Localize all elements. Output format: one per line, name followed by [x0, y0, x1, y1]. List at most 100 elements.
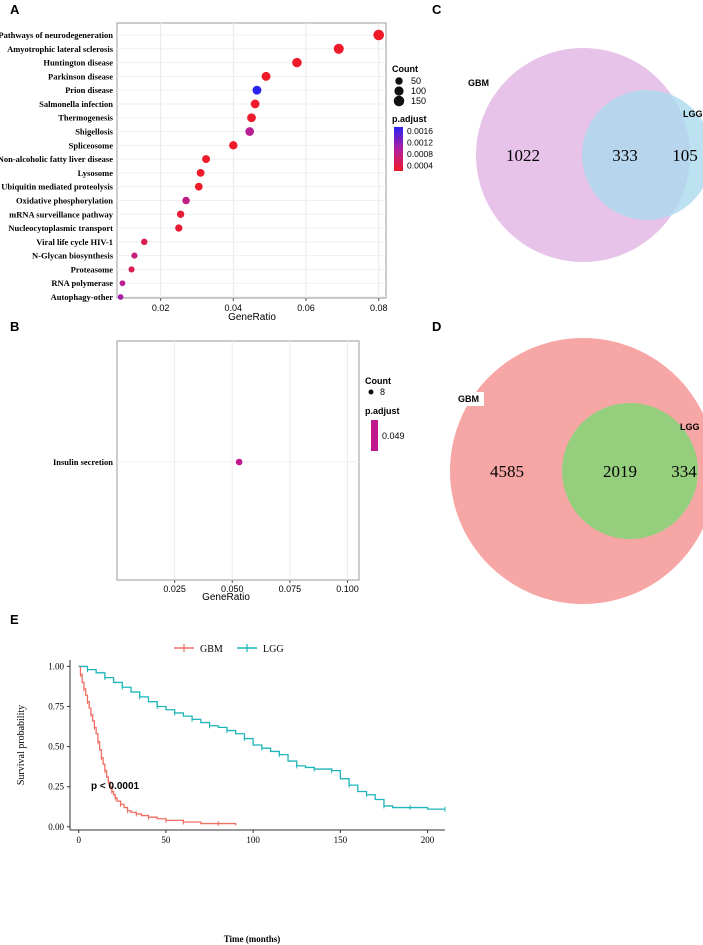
panel-a-category-label: Amyotrophic lateral sclerosis — [7, 44, 114, 54]
panel-a-grid — [117, 23, 386, 298]
panel-e-y-tick-label: 1.00 — [48, 661, 64, 671]
panel-a-point — [141, 238, 148, 246]
panel-e-y-tick-label: 0.50 — [48, 742, 64, 752]
panel-b-category-labels: Insulin secretion — [53, 457, 113, 467]
panel-a-point — [229, 141, 238, 150]
venn-d-lgg-circle — [562, 403, 698, 539]
panel-a-category-label: Nucleocytoplasmic transport — [8, 223, 113, 233]
panel-b-grid — [117, 341, 359, 580]
panel-b-x-tick-label: 0.100 — [336, 584, 359, 594]
venn-d-overlap: 2019 — [603, 462, 637, 481]
panel-b-category-label: Insulin secretion — [53, 457, 113, 467]
panel-a-category-label: Proteasome — [71, 264, 114, 274]
panel-label-a: A — [10, 2, 20, 17]
panel-a-count-legend-label: 150 — [411, 96, 426, 106]
venn-c-gbm-label: GBM — [468, 78, 489, 88]
panel-a-legend-padj-title: p.adjust — [392, 114, 427, 124]
panel-b-point — [235, 458, 243, 466]
survival-curve-gbm — [78, 665, 237, 826]
panel-b-x-tick-label: 0.025 — [163, 584, 186, 594]
panel-a-count-legend-label: 100 — [411, 86, 426, 96]
panel-a-category-label: Autophagy-other — [51, 292, 114, 302]
venn-c-overlap: 333 — [612, 146, 638, 165]
panel-a-point — [373, 29, 385, 41]
panel-a-x-tick-label: 0.08 — [370, 303, 388, 313]
panel-a-point — [250, 99, 260, 109]
panel-a-category-label: N-Glycan biosynthesis — [32, 251, 114, 261]
panel-a-category-label: Huntington disease — [43, 58, 113, 68]
panel-a-x-tick-label: 0.04 — [225, 303, 243, 313]
panel-a-category-label: Shigellosis — [75, 127, 113, 137]
panel-e-y-tick-label: 0.75 — [48, 702, 64, 712]
panel-a-category-labels: Pathways of neurodegeneration Amyotrophic… — [0, 30, 114, 302]
panel-b-legend-padj-title: p.adjust — [365, 406, 400, 416]
panel-a-point — [117, 294, 124, 300]
panel-a-point — [131, 252, 138, 259]
panel-label-c: C — [432, 2, 442, 17]
panel-e-y-axis-title: Survival probability — [16, 705, 27, 785]
panel-e-ticks: 0 50 100 150 200 0.00 0.25 0.50 0.75 1.00 — [48, 661, 435, 845]
panel-b-x-tick-label: 0.050 — [221, 584, 244, 594]
panel-a-legend-count-title: Count — [392, 64, 418, 74]
panel-b-x-axis-title: GeneRatio — [202, 592, 250, 603]
venn-c-gbm-only: 1022 — [506, 146, 540, 165]
panel-a-category-label: mRNA surveillance pathway — [9, 209, 114, 219]
panel-e-x-axis-title: Time (months) — [224, 934, 281, 944]
panel-a-plot-area — [116, 22, 387, 299]
panel-a-points — [117, 29, 385, 300]
panel-a-count-legend-dot — [393, 95, 405, 107]
panel-a-padj-legend-label: 0.0016 — [407, 126, 433, 136]
panel-a-category-label: Prion disease — [65, 85, 113, 95]
panel-e-y-tick-label: 0.00 — [48, 822, 64, 832]
panel-a-padj-legend-label: 0.0004 — [407, 161, 433, 171]
panel-a-count-legend-dot — [395, 77, 403, 85]
panel-a-point — [194, 182, 203, 191]
panel-a-x-axis-title: GeneRatio — [228, 312, 276, 323]
panel-a-point — [252, 85, 262, 95]
panel-b-x-tick-label: 0.075 — [279, 584, 302, 594]
venn-d-lgg-only: 334 — [671, 462, 697, 481]
panel-b-padj-colorbar — [371, 420, 378, 451]
panel-a-x-ticks: 0.02 0.04 0.06 0.08 — [152, 298, 388, 313]
panel-e-x-tick-label: 50 — [161, 835, 171, 845]
panel-a-count-legend-label: 50 — [411, 76, 421, 86]
panel-e-x-tick-label: 200 — [421, 835, 435, 845]
venn-d-lgg-label: LGG — [680, 422, 700, 432]
panel-b-points — [235, 458, 243, 466]
panel-a-point — [196, 168, 205, 177]
panel-a-category-label: Ubiquitin mediated proteolysis — [1, 182, 113, 192]
panel-b-count-legend-dot — [368, 389, 374, 395]
panel-b-padj-label: 0.049 — [382, 431, 405, 441]
panel-a-point — [202, 155, 211, 164]
legend-gbm-label: GBM — [200, 644, 223, 655]
venn-d-gbm-label: GBM — [458, 394, 479, 404]
panel-a-category-label: Parkinson disease — [48, 71, 113, 81]
panel-e-x-tick-label: 0 — [76, 835, 81, 845]
venn-c-lgg-circle — [582, 90, 703, 220]
panel-a-point — [128, 266, 135, 273]
panel-a-point — [176, 210, 185, 218]
venn-c-lgg-label: LGG — [683, 109, 703, 119]
panel-a-count-legend-dot — [394, 86, 404, 96]
panel-label-e: E — [10, 612, 19, 627]
panel-label-d: D — [432, 319, 441, 334]
venn-c-gbm-label-bg — [466, 76, 492, 89]
panel-a-point — [245, 127, 255, 136]
panel-a-point — [175, 224, 183, 232]
panel-a-padj-legend-label: 0.0008 — [407, 149, 433, 159]
panel-a-point — [333, 43, 344, 54]
panel-a-category-label: Pathways of neurodegeneration — [0, 30, 113, 40]
legend-lgg-label: LGG — [263, 644, 284, 655]
panel-a-padj-legend-label: 0.0012 — [407, 138, 433, 148]
panel-label-b: B — [10, 319, 19, 334]
panel-e-curves — [78, 665, 446, 827]
panel-a-category-label: Oxidative phosphorylation — [16, 195, 113, 205]
venn-d-gbm-label-bg — [456, 392, 484, 406]
panel-a-point — [247, 113, 256, 123]
panel-a-point — [119, 280, 126, 287]
panel-a-padj-colorbar — [394, 127, 403, 171]
panel-a-category-label: Non-alcoholic fatty liver disease — [0, 154, 113, 164]
